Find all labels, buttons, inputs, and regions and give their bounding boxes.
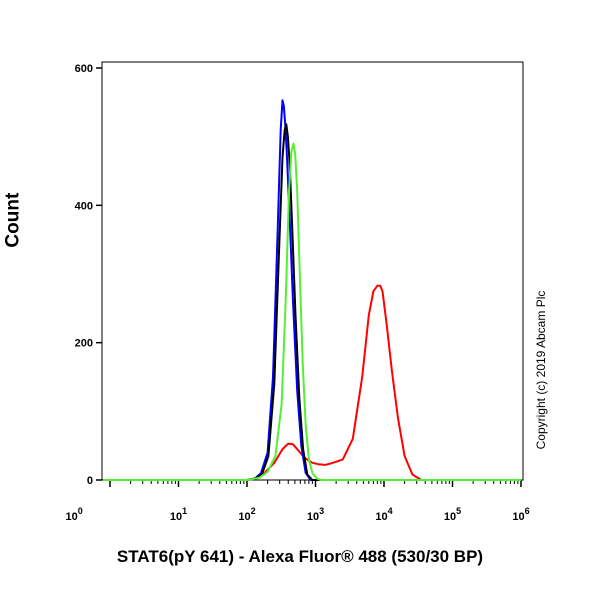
series-layer bbox=[103, 99, 521, 481]
y-axis: 0 200 400 600 bbox=[75, 63, 102, 487]
x-tick-label: 106 bbox=[512, 506, 529, 523]
x-tick-label: 100 bbox=[66, 506, 83, 523]
series-line-0 bbox=[103, 284, 521, 481]
y-axis-label: Count bbox=[2, 192, 24, 248]
plot-frame bbox=[101, 61, 524, 481]
x-axis: 100 101 102 103 104 105 106 bbox=[66, 480, 530, 523]
y-tick-label: 200 bbox=[75, 338, 93, 350]
x-tick-label: 104 bbox=[375, 506, 392, 523]
series-line-1 bbox=[103, 99, 521, 481]
x-axis-label: STAT6(pY 641) - Alexa Fluor® 488 (530/30… bbox=[116, 547, 484, 566]
x-tick-label: 102 bbox=[238, 506, 255, 523]
y-tick-label: 400 bbox=[75, 200, 93, 212]
series-line-2 bbox=[103, 123, 521, 481]
copyright-text: Copyright (c) 2019 Abcam Plc bbox=[534, 290, 548, 450]
x-tick-label: 103 bbox=[307, 506, 324, 523]
y-axis-label-wrap: Count bbox=[3, 193, 25, 248]
series-line-3 bbox=[103, 142, 521, 481]
y-tick-label: 0 bbox=[87, 475, 93, 487]
x-tick-label: 105 bbox=[444, 506, 461, 523]
y-tick-label: 600 bbox=[75, 63, 93, 75]
x-tick-label: 101 bbox=[170, 506, 187, 523]
